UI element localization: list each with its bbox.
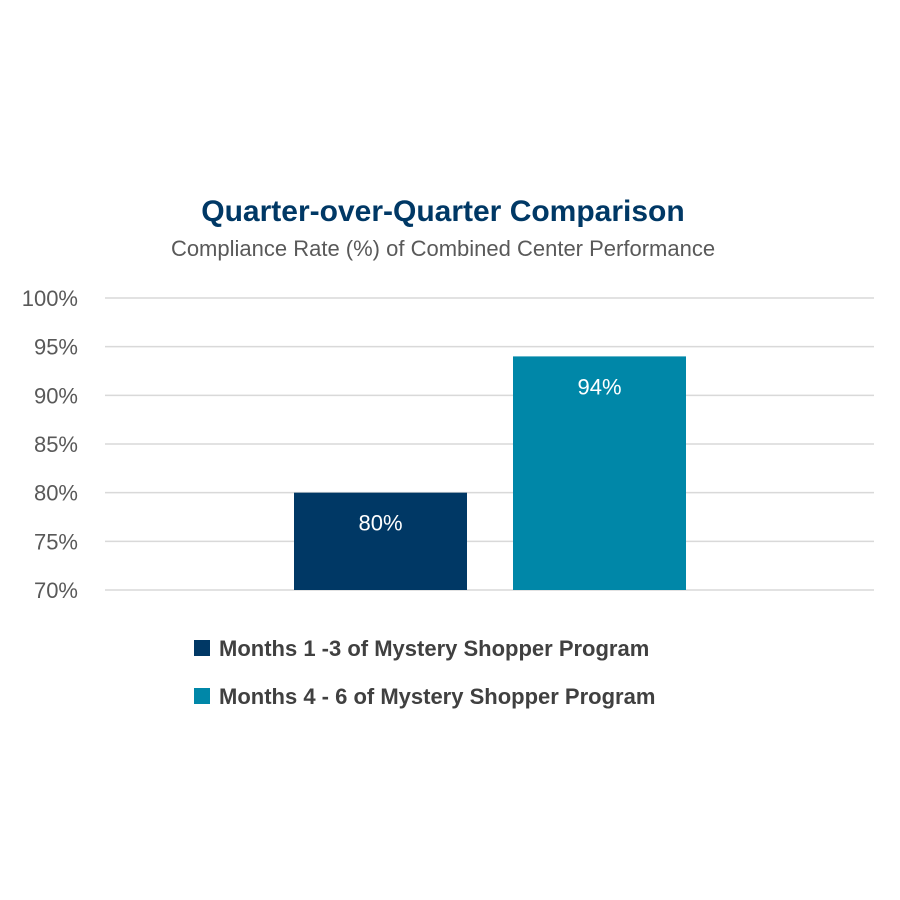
bars: [294, 356, 686, 590]
y-tick-label: 75%: [34, 529, 78, 554]
chart-subtitle: Compliance Rate (%) of Combined Center P…: [171, 236, 715, 261]
data-label: 80%: [358, 511, 402, 536]
y-tick-label: 80%: [34, 481, 78, 506]
legend-swatch: [194, 688, 210, 704]
data-label: 94%: [577, 374, 621, 399]
y-axis-tick-labels: 70% 75% 80% 85% 90% 95% 100%: [22, 286, 78, 603]
legend-label: Months 4 - 6 of Mystery Shopper Program: [219, 684, 655, 709]
legend-swatch: [194, 640, 210, 656]
y-tick-label: 90%: [34, 383, 78, 408]
y-tick-label: 100%: [22, 286, 78, 311]
bar-series-1: [294, 492, 467, 590]
data-labels: 80% 94%: [358, 374, 621, 535]
y-tick-label: 70%: [34, 578, 78, 603]
legend: Months 1 -3 of Mystery Shopper Program Mo…: [194, 636, 655, 709]
gridlines: [105, 297, 874, 591]
chart-title: Quarter-over-Quarter Comparison: [201, 195, 684, 228]
bar-series-2: [513, 356, 686, 590]
y-tick-label: 85%: [34, 432, 78, 457]
y-tick-label: 95%: [34, 335, 78, 360]
legend-label: Months 1 -3 of Mystery Shopper Program: [219, 636, 649, 661]
